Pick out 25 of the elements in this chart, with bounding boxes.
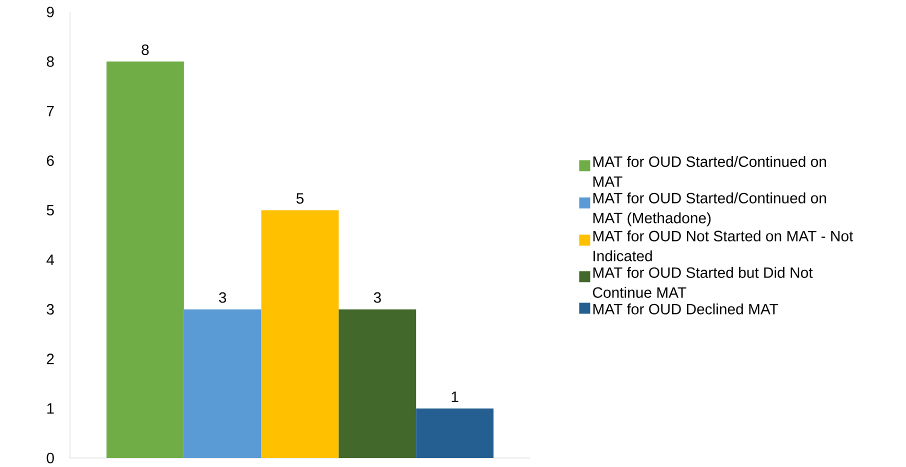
data-label: 8 bbox=[142, 44, 149, 56]
legend-label: MAT for OUD Not Started on MAT - Not Indicated bbox=[593, 230, 854, 262]
bar bbox=[338, 310, 416, 458]
y-tick-label: 7 bbox=[46, 106, 54, 116]
legend-label: MAT for OUD Started but Did Not Continue MAT bbox=[592, 267, 813, 298]
y-tick-label: 9 bbox=[46, 6, 54, 18]
data-label: 1 bbox=[452, 392, 458, 402]
legend-label: MAT for OUD Started/Continued on MAT (Methadone) bbox=[593, 192, 826, 226]
y-tick-label: 2 bbox=[46, 354, 54, 364]
y-tick-label: 6 bbox=[46, 156, 54, 166]
bar bbox=[106, 62, 184, 458]
bar bbox=[184, 310, 262, 458]
y-tick-label: 8 bbox=[46, 56, 54, 68]
y-tick-label: 0 bbox=[46, 452, 54, 464]
y-tick-label: 3 bbox=[46, 304, 54, 315]
bar bbox=[416, 408, 494, 458]
y-tick-label: 4 bbox=[46, 254, 54, 266]
legend-label: MAT for OUD Declined MAT bbox=[593, 304, 778, 315]
data-label: 3 bbox=[219, 292, 226, 303]
bar bbox=[261, 210, 339, 458]
legend-label: MAT for OUD Started/Continued on MAT bbox=[593, 156, 826, 187]
data-label: 3 bbox=[374, 292, 381, 303]
y-tick-label: 5 bbox=[46, 205, 54, 216]
y-tick-label: 1 bbox=[47, 403, 54, 414]
data-label: 5 bbox=[296, 193, 304, 204]
